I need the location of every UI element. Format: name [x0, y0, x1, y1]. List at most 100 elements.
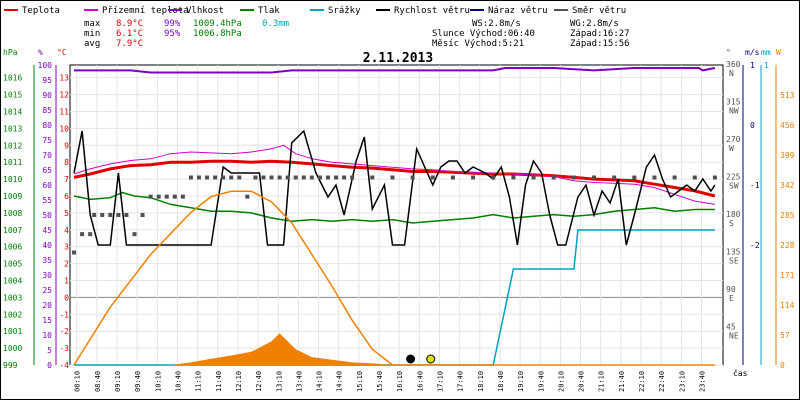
x-tick-label: 19:40 [537, 371, 545, 392]
axis-tick-label-dir: N [729, 69, 734, 78]
moonset-info: Západ:15:56 [570, 39, 630, 49]
axis-unit-wm2: W [776, 48, 781, 57]
wind-direction-point [148, 194, 153, 199]
axis-unit-c: °C [57, 48, 67, 57]
axis-unit-deg: ° [726, 48, 731, 57]
x-tick-label: 15:10 [356, 371, 364, 392]
series-tlak [73, 191, 715, 224]
axis-tick-label-degc: 6 [64, 192, 69, 201]
axis-tick-label-degc: 8 [64, 158, 69, 167]
axis-tick-label-degc: 3 [64, 243, 69, 252]
axis-tick-label-degc: -4 [59, 361, 69, 370]
axis-unit-mm: mm [761, 48, 771, 57]
x-tick-label: 23:10 [678, 371, 686, 392]
axis-tick-label-degc: 11 [59, 107, 69, 116]
axis-tick-label-w: 171 [780, 271, 795, 280]
chart-title: 2.11.2013 [363, 51, 433, 66]
wind-direction-point [261, 175, 266, 180]
legend-label: Rychlost větru [394, 6, 470, 16]
wind-direction-point [672, 175, 677, 180]
legend-label: Teplota [22, 6, 60, 16]
axis-tick-label-pct: 50 [42, 211, 52, 220]
axes: 9991000100110021003100410051006100710081… [3, 60, 795, 370]
axis-tick-label-degc: -3 [59, 344, 69, 353]
axis-tick-label-hpa: 1011 [3, 158, 22, 167]
axis-tick-label-pct: 75 [42, 136, 52, 145]
axis-tick-label-dir: SE [729, 257, 739, 266]
axis-tick-label-mm: 1 [764, 61, 769, 70]
sunset-info: Západ:16:27 [570, 29, 630, 39]
axis-tick-label-degc: -1 [59, 310, 69, 319]
axis-tick-label-deg: 90 [726, 285, 736, 294]
wind-direction-point [692, 175, 697, 180]
axis-tick-label-dir: S [729, 219, 734, 228]
axis-tick-label-pct: 40 [42, 241, 52, 250]
axis-tick-label-w: 0 [780, 361, 785, 370]
wind-direction-point [269, 175, 274, 180]
x-tick-label: 11:10 [195, 371, 203, 392]
x-tick-label: 12:10 [235, 371, 243, 392]
axis-tick-label-pct: 25 [42, 286, 52, 295]
axis-tick-label-hpa: 1001 [3, 327, 22, 336]
x-tick-label: 23:40 [699, 371, 707, 392]
axis-tick-label-hpa: 1009 [3, 192, 22, 201]
axis-tick-label-pct: 30 [42, 271, 52, 280]
x-tick-label: 21:40 [618, 371, 626, 392]
wind-direction-point [632, 175, 637, 180]
axis-unit-time: čas [733, 368, 748, 378]
axis-tick-label-dir: W [729, 144, 734, 153]
x-tick-label: 20:10 [557, 371, 565, 392]
legend-label: Náraz větru [488, 6, 548, 16]
legend-label: Vlhkost [186, 6, 224, 16]
axis-tick-label-ms: -1 [750, 181, 760, 190]
axis-tick-label-w: 285 [780, 211, 795, 220]
axis-tick-label-pct: 95 [42, 76, 52, 85]
axis-tick-label-deg: 315 [726, 98, 741, 107]
axis-tick-label-hpa: 1003 [3, 293, 22, 302]
wind-direction-point [253, 175, 258, 180]
x-tick-label: 17:10 [436, 371, 444, 392]
axis-tick-label-hpa: 1002 [3, 310, 22, 319]
x-tick-label: 15:40 [376, 371, 384, 392]
series-solar [73, 190, 715, 366]
wind-direction-point [164, 194, 169, 199]
x-tick-label: 14:40 [336, 371, 344, 392]
axis-tick-label-pct: 0 [47, 361, 52, 370]
axis-unit-hpa: hPa [3, 48, 18, 57]
axis-tick-label-dir: SW [729, 182, 739, 191]
axis-tick-label-pct: 65 [42, 166, 52, 175]
axis-tick-label-dir: E [729, 294, 734, 303]
wind-direction-point [592, 175, 597, 180]
wind-direction-point [92, 213, 97, 217]
axis-tick-label-deg: 225 [726, 173, 741, 182]
wind-direction-point [221, 175, 226, 180]
axis-tick-label-w: 399 [780, 151, 795, 160]
axis-tick-label-degc: 4 [64, 226, 69, 235]
wind-direction-point [245, 194, 250, 199]
axis-tick-label-hpa: 1012 [3, 141, 22, 150]
series-vlhkost [74, 67, 716, 74]
wind-direction-point [551, 175, 556, 180]
stat-avg-label: avg [84, 39, 100, 49]
stat-max-temp: 8.9°C [116, 19, 143, 29]
stat-min-label: min [84, 29, 100, 39]
axis-tick-label-hpa: 1016 [3, 74, 22, 83]
legend-label: Srážky [328, 6, 361, 16]
wind-direction-point [491, 175, 496, 180]
x-tick-label: 10:10 [154, 371, 162, 392]
stat-min-pressure: 1006.8hPa [193, 29, 242, 39]
axis-tick-label-deg: 270 [726, 135, 741, 144]
wind-direction-point [156, 194, 161, 199]
x-tick-label: 13:40 [295, 371, 303, 392]
axis-tick-label-pct: 15 [42, 316, 52, 325]
x-tick-label: 16:40 [416, 371, 424, 392]
wind-direction-point [430, 175, 435, 180]
x-tick-label: 13:10 [275, 371, 283, 392]
legend-label: Směr větru [572, 6, 626, 16]
sun-info: Slunce Východ:06:40 [432, 29, 535, 39]
x-tick-label: 08:10 [74, 371, 82, 392]
x-tick-label: 20:40 [578, 371, 586, 392]
axis-tick-label-pct: 100 [38, 61, 53, 70]
series-teplota [73, 159, 716, 198]
axis-tick-label-deg: 135 [726, 248, 741, 257]
